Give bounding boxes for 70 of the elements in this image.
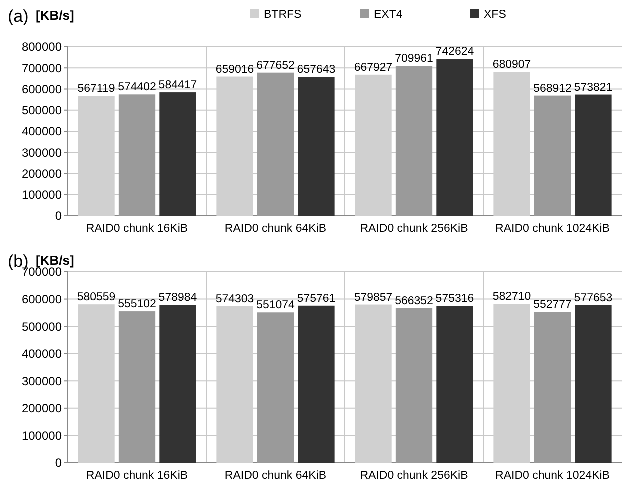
y-tick-label: 800000 (22, 40, 62, 54)
data-label: 567119 (78, 83, 116, 96)
data-label: 555102 (118, 298, 156, 311)
bar (298, 77, 335, 216)
data-label: 568912 (534, 82, 572, 95)
bar (160, 92, 196, 216)
bar (436, 306, 474, 463)
data-label: 657643 (297, 64, 336, 76)
data-label: 667927 (354, 62, 393, 74)
data-label: 580559 (77, 292, 116, 304)
y-axis-title: [KB/s] (36, 253, 74, 268)
data-label: 574402 (118, 82, 156, 94)
y-tick-label: 100000 (22, 188, 62, 202)
bar (534, 312, 572, 463)
data-label: 584417 (158, 80, 198, 92)
data-label: 575316 (436, 293, 474, 306)
data-label: 552777 (534, 299, 572, 312)
bar (160, 305, 196, 463)
legend-label: XFS (484, 9, 507, 22)
y-tick-label: 400000 (22, 124, 62, 139)
x-tick-label: RAID0 chunk 1024KiB (496, 223, 610, 235)
data-label: 742624 (436, 46, 475, 58)
data-label: 579857 (354, 292, 393, 304)
y-axis-title: [KB/s] (36, 8, 74, 23)
y-tick-label: 200000 (22, 166, 62, 181)
y-tick-label: 200000 (22, 402, 62, 416)
bar (396, 66, 433, 216)
data-label: 573821 (574, 82, 613, 94)
legend-label: EXT4 (374, 9, 404, 22)
y-tick-label: 100000 (22, 428, 62, 443)
bar (575, 305, 612, 463)
bar (436, 59, 474, 216)
chart-title: (a) (8, 7, 29, 26)
bar (298, 306, 335, 463)
y-tick-label: 500000 (22, 320, 62, 334)
y-tick-label: 0 (55, 209, 62, 224)
y-tick-label: 400000 (22, 347, 62, 362)
data-label: 677652 (256, 60, 295, 72)
x-tick-label: RAID0 chunk 1024KiB (496, 470, 610, 482)
data-label: 551074 (256, 300, 296, 312)
bar (575, 94, 612, 216)
data-label: 709961 (395, 53, 434, 66)
data-label: 659016 (216, 64, 254, 76)
data-label: 582710 (492, 291, 532, 304)
bar (534, 96, 572, 216)
x-tick-label: RAID0 chunk 16KiB (86, 223, 188, 235)
bar (257, 72, 294, 216)
bar (257, 312, 294, 463)
x-tick-label: RAID0 chunk 256KiB (360, 223, 469, 235)
legend-label: BTRFS (264, 9, 302, 22)
bar (118, 94, 156, 216)
bar (118, 312, 156, 463)
y-tick-label: 500000 (22, 104, 62, 118)
data-label: 577653 (574, 292, 613, 304)
y-tick-label: 300000 (22, 374, 62, 388)
x-tick-label: RAID0 chunk 64KiB (224, 470, 327, 482)
x-tick-label: RAID0 chunk 256KiB (360, 470, 469, 482)
y-tick-label: 600000 (22, 82, 62, 96)
y-tick-label: 300000 (22, 146, 62, 160)
y-tick-label: 700000 (22, 61, 62, 76)
data-label: 566352 (395, 295, 434, 308)
x-tick-label: RAID0 chunk 64KiB (224, 223, 327, 235)
y-tick-label: 0 (55, 456, 62, 470)
data-label: 680907 (492, 59, 532, 72)
data-label: 574303 (216, 293, 254, 306)
x-tick-label: RAID0 chunk 16KiB (86, 470, 188, 482)
data-label: 575761 (297, 292, 336, 305)
data-label: 578984 (158, 292, 198, 304)
bar (396, 308, 433, 463)
y-tick-label: 600000 (22, 292, 62, 306)
